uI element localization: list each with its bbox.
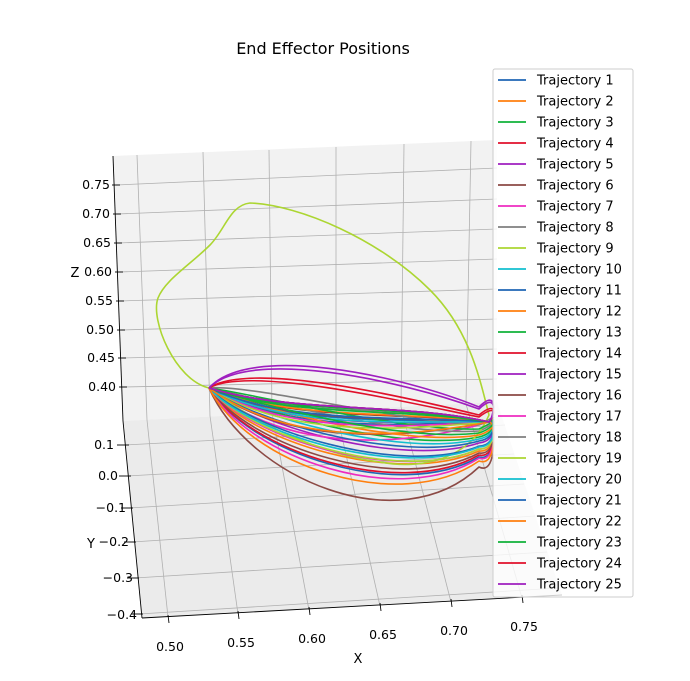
x-tick-label: 0.60 <box>298 631 326 646</box>
chart-title: End Effector Positions <box>236 39 410 58</box>
x-axis-label: X <box>354 652 363 667</box>
z-tick-labels: 0.75 0.70 0.65 0.60 0.55 0.50 0.45 0.40 <box>82 177 116 394</box>
y-tick-label: −0.4 <box>107 607 137 622</box>
x-axis-line <box>141 594 563 619</box>
legend-label: Trajectory 12 <box>536 305 622 320</box>
legend-label: Trajectory 19 <box>536 452 622 467</box>
z-tick-label: 0.45 <box>87 350 115 365</box>
legend-label: Trajectory 15 <box>536 368 622 383</box>
legend-label: Trajectory 24 <box>536 557 622 572</box>
legend-label: Trajectory 17 <box>536 410 622 425</box>
legend-label: Trajectory 7 <box>536 200 614 215</box>
z-tick-label: 0.60 <box>84 264 112 279</box>
x-tick-label: 0.65 <box>369 627 397 642</box>
x-tick-label: 0.50 <box>156 639 184 654</box>
legend-label: Trajectory 5 <box>536 158 614 173</box>
y-tick-label: −0.2 <box>99 534 129 549</box>
x-tick-label: 0.55 <box>227 635 255 650</box>
legend-label: Trajectory 9 <box>536 242 614 257</box>
legend-frame <box>492 68 634 598</box>
legend-label: Trajectory 3 <box>536 116 614 131</box>
z-tick-label: 0.65 <box>83 235 111 250</box>
legend-label: Trajectory 11 <box>536 284 622 299</box>
z-axis-line <box>112 155 124 422</box>
legend-label: Trajectory 16 <box>536 389 622 404</box>
x-tick-labels: 0.50 0.55 0.60 0.65 0.70 0.75 <box>156 619 538 654</box>
z-axis-label: Z <box>71 266 80 281</box>
y-tick-labels: 0.1 0.0 −0.1 −0.2 −0.3 −0.4 <box>94 437 137 622</box>
legend-label: Trajectory 22 <box>536 515 622 530</box>
tick-marks <box>112 184 524 624</box>
z-tick-label: 0.50 <box>86 322 114 337</box>
legend-items: Trajectory 1 Trajectory 2 Trajectory 3 Traj… <box>498 74 622 593</box>
y-tick-label: −0.3 <box>103 570 133 585</box>
legend-label: Trajectory 20 <box>536 473 622 488</box>
legend-label: Trajectory 21 <box>536 494 622 509</box>
legend-label: Trajectory 18 <box>536 431 622 446</box>
x-tick-label: 0.70 <box>440 623 468 638</box>
legend-label: Trajectory 2 <box>536 95 614 110</box>
y-tick-label: 0.1 <box>94 437 114 452</box>
legend-label: Trajectory 10 <box>536 263 622 278</box>
z-tick-label: 0.75 <box>82 177 110 192</box>
legend: Trajectory 1 Trajectory 2 Trajectory 3 Traj… <box>492 68 634 598</box>
y-axis-line <box>122 420 143 619</box>
legend-label: Trajectory 1 <box>536 74 614 89</box>
axis-lines <box>112 155 563 619</box>
legend-label: Trajectory 4 <box>536 137 614 152</box>
legend-label: Trajectory 13 <box>536 326 622 341</box>
legend-label: Trajectory 8 <box>536 221 614 236</box>
y-tick-label: 0.0 <box>98 468 118 483</box>
z-tick-label: 0.70 <box>82 206 110 221</box>
legend-label: Trajectory 6 <box>536 179 614 194</box>
legend-label: Trajectory 25 <box>536 578 622 593</box>
x-tick-label: 0.75 <box>510 619 538 634</box>
legend-label: Trajectory 23 <box>536 536 622 551</box>
legend-label: Trajectory 14 <box>536 347 622 362</box>
z-tick-label: 0.55 <box>85 293 113 308</box>
y-tick-label: −0.1 <box>96 500 126 515</box>
z-tick-label: 0.40 <box>88 379 116 394</box>
trajectory-line <box>155 202 490 466</box>
floor-pane <box>123 402 562 618</box>
y-axis-label: Y <box>86 537 95 552</box>
